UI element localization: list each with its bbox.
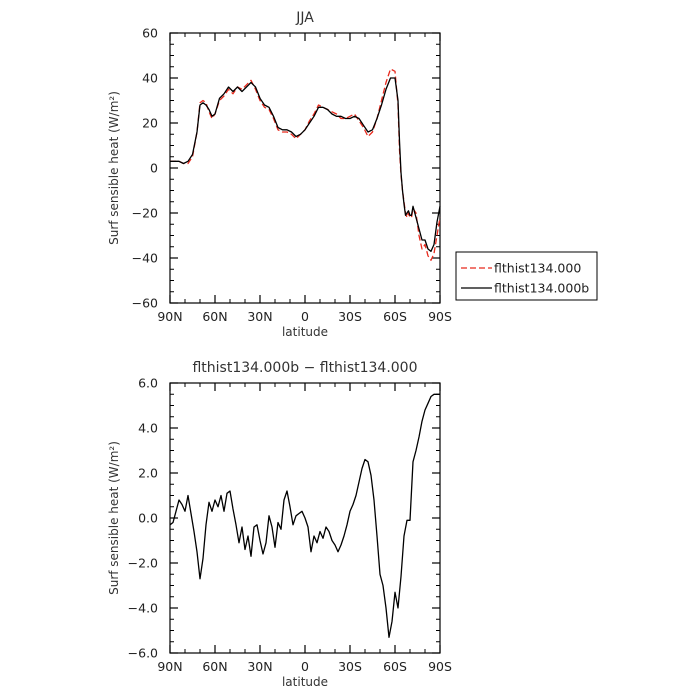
x-axis-label: latitude xyxy=(282,675,328,689)
x-tick-label: 30S xyxy=(338,309,362,324)
legend-label: flthist134.000 xyxy=(494,261,581,276)
x-axis-label: latitude xyxy=(282,325,328,339)
x-tick-label: 60S xyxy=(383,309,407,324)
x-tick-label: 60N xyxy=(202,659,227,674)
chart-title: flthist134.000b − flthist134.000 xyxy=(192,360,417,376)
chart-panel-1: JJA 90N 60N 30N 0 30S 60S 90S 60 40 20 0 −20 −40 −60 la… xyxy=(107,10,598,339)
y-axis-label: Surf sensible heat (W/m²) xyxy=(107,441,121,595)
y-tick-label: 6.0 xyxy=(138,376,158,391)
x-tick-label: 90N xyxy=(157,659,182,674)
x-tick-label: 30S xyxy=(338,659,362,674)
plot-frame xyxy=(169,32,441,304)
y-tick-label: −60 xyxy=(132,296,158,311)
y-tick-label: 40 xyxy=(142,71,158,86)
series-line-1 xyxy=(170,68,441,261)
x-tick-label: 30N xyxy=(247,659,272,674)
y-tick-label: −6.0 xyxy=(128,646,158,661)
y-tick-label: −2.0 xyxy=(128,556,158,571)
y-tick-label: 2.0 xyxy=(138,466,158,481)
x-tick-label: 0 xyxy=(301,659,309,674)
y-axis-label: Surf sensible heat (W/m²) xyxy=(107,91,121,245)
y-tick-label: 60 xyxy=(142,26,158,41)
x-tick-label: 90S xyxy=(428,309,452,324)
x-tick-label: 90N xyxy=(157,309,182,324)
chart-panel-2: flthist134.000b − flthist134.000 90N 60N 30… xyxy=(107,360,452,689)
minor-ticks xyxy=(169,32,441,304)
x-tick-label: 60N xyxy=(202,309,227,324)
legend: flthist134.000 flthist134.000b xyxy=(455,251,598,301)
x-tick-label: 60S xyxy=(383,659,407,674)
y-tick-label: −40 xyxy=(132,251,158,266)
chart-title: JJA xyxy=(295,10,314,26)
y-tick-label: 4.0 xyxy=(138,421,158,436)
y-tick-label: 0.0 xyxy=(138,511,158,526)
x-tick-label: 0 xyxy=(301,309,309,324)
x-tick-label: 90S xyxy=(428,659,452,674)
y-tick-label: 20 xyxy=(142,116,158,131)
y-tick-label: 0 xyxy=(150,161,158,176)
series-line-2 xyxy=(170,77,441,252)
y-tick-label: −20 xyxy=(132,206,158,221)
series-line-1 xyxy=(169,393,440,638)
y-tick-label: −4.0 xyxy=(128,601,158,616)
legend-label: flthist134.000b xyxy=(494,281,589,296)
x-tick-label: 30N xyxy=(247,309,272,324)
legend-box xyxy=(455,251,598,301)
